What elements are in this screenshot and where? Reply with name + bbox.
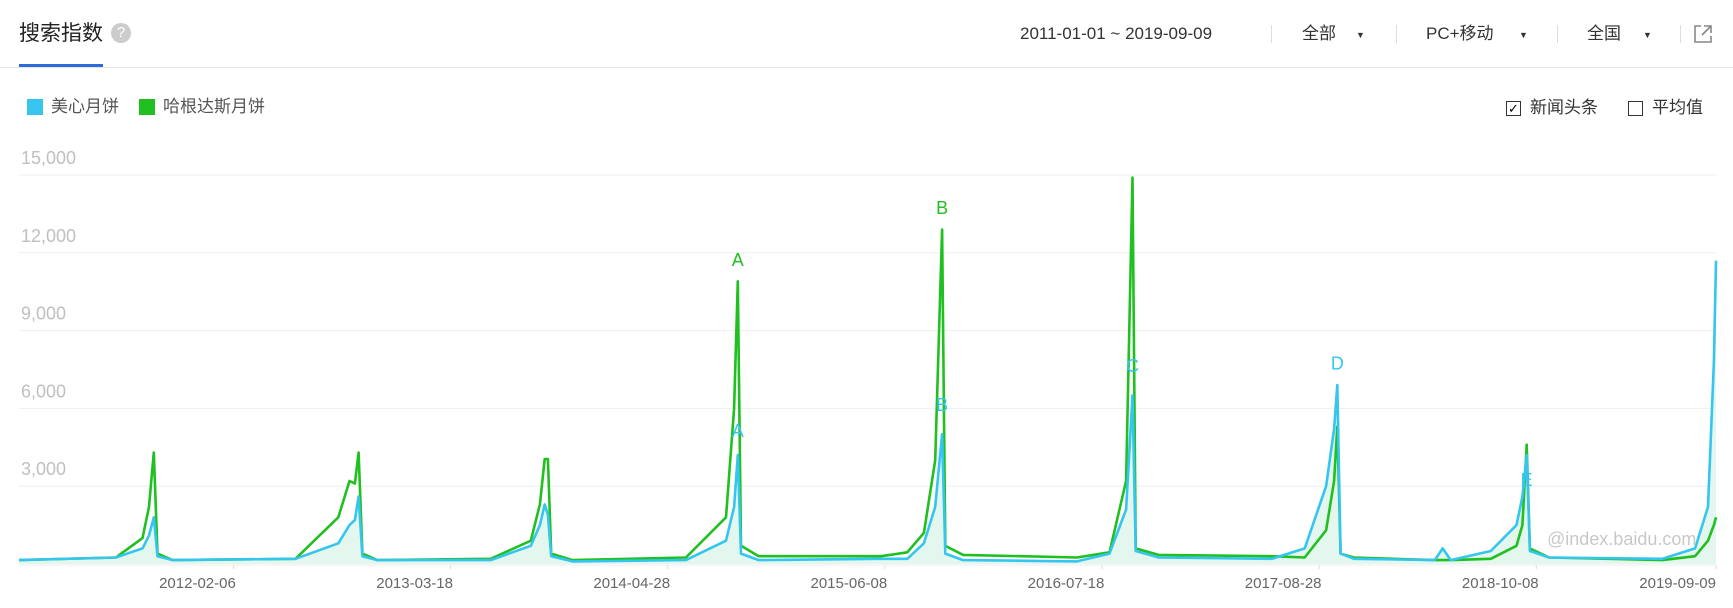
header-rule — [0, 67, 1733, 68]
legend-label: 哈根达斯月饼 — [163, 97, 265, 116]
annotation: B — [936, 198, 948, 218]
area — [19, 260, 1716, 564]
legend-label: 美心月饼 — [51, 97, 119, 116]
checkbox[interactable]: ✓ — [1506, 101, 1521, 116]
separator — [1680, 25, 1681, 43]
dropdown-arrow[interactable]: ▼ — [1643, 30, 1652, 40]
separator — [1557, 25, 1558, 43]
watermark: @index.baidu.com — [1547, 529, 1697, 549]
x-tick-label: 2019-09-09 — [1639, 575, 1716, 592]
separator — [1271, 25, 1272, 43]
dropdown-arrow[interactable]: ▼ — [1519, 30, 1528, 40]
line — [18, 176, 1718, 562]
checkbox-label[interactable]: 平均值 — [1652, 98, 1703, 117]
y-tick-label: 9,000 — [21, 304, 66, 324]
tab-underline — [19, 64, 103, 67]
x-tick-label: 2012-02-06 — [159, 575, 236, 592]
separator — [1396, 25, 1397, 43]
annotation: E — [1521, 470, 1533, 490]
x-tick-label: 2016-07-18 — [1028, 575, 1105, 592]
y-tick-label: 3,000 — [21, 459, 66, 479]
x-tick-label: 2018-10-08 — [1462, 575, 1539, 592]
x-tick-label: 2015-06-08 — [811, 575, 888, 592]
share-icon[interactable] — [1693, 24, 1713, 44]
annotation: D — [1331, 354, 1344, 374]
annotation: A — [732, 250, 744, 270]
annotation: B — [936, 395, 948, 415]
x-tick-label: 2013-03-18 — [376, 575, 453, 592]
title: 搜索指数 — [19, 22, 103, 45]
filter[interactable]: 全部 — [1302, 24, 1336, 43]
y-tick-label: 6,000 — [21, 381, 66, 401]
filter[interactable]: 全国 — [1587, 24, 1621, 43]
help-icon[interactable]: ? — [111, 23, 131, 43]
x-tick-label: 2017-08-28 — [1245, 575, 1322, 592]
x-tick-label: 2014-04-28 — [593, 575, 670, 592]
legend-swatch — [27, 99, 43, 115]
date-range[interactable]: 2011-01-01 ~ 2019-09-09 — [1020, 24, 1213, 43]
y-tick-label: 15,000 — [21, 148, 76, 168]
legend-swatch — [139, 99, 155, 115]
checkbox-label[interactable]: 新闻头条 — [1530, 98, 1598, 117]
dropdown-arrow[interactable]: ▼ — [1356, 30, 1365, 40]
checkbox[interactable] — [1628, 101, 1643, 116]
annotation: C — [1126, 356, 1139, 376]
filter[interactable]: PC+移动 — [1426, 24, 1494, 43]
annotation: A — [732, 421, 744, 441]
y-tick-label: 12,000 — [21, 226, 76, 246]
line — [18, 260, 1718, 563]
